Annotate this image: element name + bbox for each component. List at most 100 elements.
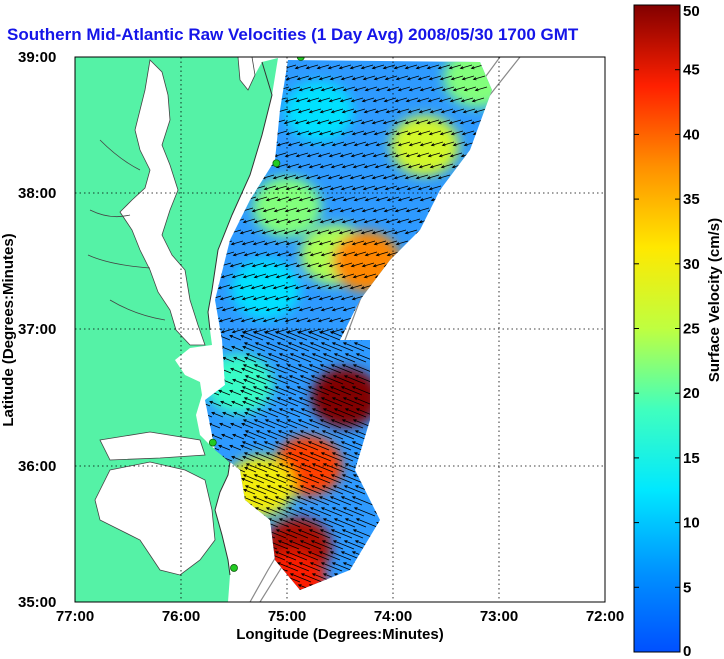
velocity-vector [419,86,433,92]
speed-region-far-northeast [443,60,492,108]
velocity-vector [342,86,356,92]
velocity-vector [371,229,385,235]
velocity-vector [427,152,441,158]
velocity-vector [229,389,242,396]
velocity-vector [297,273,311,279]
velocity-vector [340,386,363,396]
velocity-vector [407,218,421,224]
velocity-vector [243,342,266,352]
velocity-vector [396,108,410,114]
velocity-vector [339,317,353,323]
velocity-vector [310,485,333,495]
velocity-vector [341,474,364,484]
velocity-vector [362,185,376,191]
velocity-vector [340,185,354,191]
velocity-vector [342,507,365,517]
velocity-vector [283,229,297,235]
velocity-vector [470,64,484,70]
velocity-vector [265,196,279,202]
velocity-vector [311,463,334,473]
velocity-vector [307,295,321,301]
velocity-vector [242,400,255,407]
velocity-vector [266,485,289,495]
velocity-vector [331,141,345,147]
velocity-vector [386,251,400,257]
velocity-vector [300,463,323,473]
velocity-vector [360,174,374,180]
velocity-vector [404,119,418,125]
velocity-vector [311,518,334,528]
velocity-vector [274,551,297,561]
velocity-vector [244,356,257,363]
velocity-vector [243,452,266,462]
velocity-vector [382,229,396,235]
velocity-vector [295,262,309,268]
velocity-vector [341,108,355,114]
velocity-vector [327,64,341,70]
velocity-vector [286,529,309,539]
velocity-vector [220,328,234,334]
velocity-vector [320,86,334,92]
velocity-vector [405,97,419,103]
velocity-vector [285,240,299,246]
velocity-vector [320,306,334,312]
velocity-vector [251,317,265,323]
velocity-vector [276,397,299,407]
map-title: Southern Mid-Atlantic Raw Velocities (1 … [7,25,579,44]
velocity-vector [286,474,309,484]
velocity-vector [428,185,442,191]
velocity-vector [308,474,331,484]
velocity-vector [385,108,399,114]
velocity-vector [321,375,344,385]
velocity-vector [329,496,352,506]
velocity-vector [437,119,451,125]
velocity-vector [373,75,387,81]
velocity-vector [308,108,322,114]
velocity-vector [393,229,407,235]
velocity-vector [243,397,266,407]
velocity-vector [274,441,297,451]
velocity-vector [320,452,343,462]
velocity-vector [263,185,277,191]
velocity-vector [449,152,463,158]
velocity-vector [419,196,433,202]
velocity-vector [361,262,375,268]
x-tick-label: 77:00 [56,608,94,625]
velocity-vector [254,342,277,352]
velocity-vector [406,130,420,136]
velocity-vector [285,496,308,506]
velocity-vector [205,400,211,407]
velocity-vector [353,196,367,202]
velocity-vector [300,353,323,363]
x-tick-label: 73:00 [480,608,518,625]
velocity-vector [316,64,330,70]
velocity-vector [243,306,257,312]
velocity-vector [343,375,366,385]
velocity-vector [241,295,255,301]
velocity-vector [329,185,343,191]
velocity-vector [430,141,444,147]
velocity-vector [272,174,286,180]
velocity-vector [364,196,378,202]
velocity-vector [318,386,341,396]
velocity-vector [333,353,356,363]
velocity-vector [396,163,410,169]
velocity-vector [375,86,389,92]
velocity-vector [341,273,355,279]
velocity-vector [243,251,257,257]
velocity-vector [240,334,253,341]
velocity-vector [241,441,264,451]
velocity-vector [331,452,354,462]
velocity-vector [307,496,330,506]
velocity-vector [360,64,374,70]
velocity-vector [277,485,300,495]
velocity-vector [294,119,308,125]
velocity-vector [285,551,308,561]
velocity-vector [333,518,356,528]
velocity-vector [243,488,256,495]
velocity-vector [349,174,363,180]
velocity-vector [318,130,332,136]
speed-region-northeast-band [390,115,459,176]
velocity-vector [338,64,352,70]
